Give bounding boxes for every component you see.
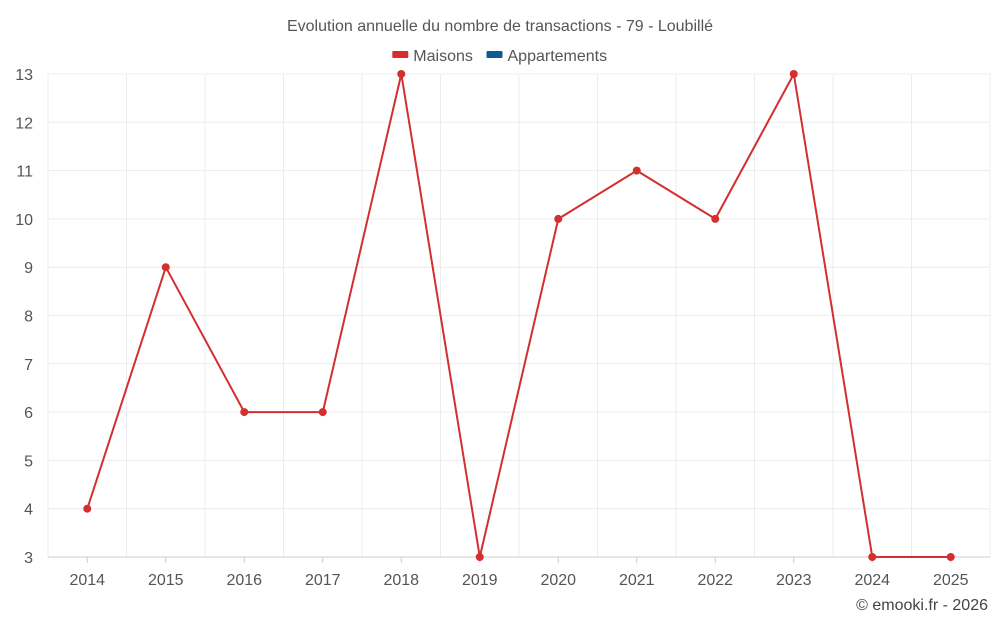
x-tick-label: 2019: [462, 572, 498, 589]
data-point: [318, 408, 327, 417]
grid: [47, 73, 991, 558]
data-point: [240, 408, 249, 417]
data-point: [554, 214, 563, 223]
x-tick-label: 2021: [619, 572, 655, 589]
x-tick-label: 2020: [540, 572, 576, 589]
y-tick-label: 11: [16, 164, 33, 181]
x-tick-label: 2016: [226, 572, 262, 589]
legend-label-maisons: Maisons: [413, 48, 473, 65]
series-line-maisons: [86, 73, 951, 558]
x-tick-label: 2024: [854, 572, 890, 589]
y-tick-label: 5: [24, 453, 33, 470]
legend-label-appartements: Appartements: [508, 48, 608, 65]
y-tick-label: 6: [24, 405, 33, 422]
data-point: [397, 70, 406, 78]
legend-swatch-appartements: [486, 51, 503, 58]
x-tick-label: 2014: [69, 572, 105, 589]
x-tick-label: 2015: [148, 572, 184, 589]
x-tick-label: 2018: [383, 572, 419, 589]
y-tick-label: 4: [24, 502, 33, 519]
y-tick-label: 12: [15, 115, 33, 132]
series-layer: [83, 70, 955, 561]
y-tick-label: 3: [24, 550, 33, 567]
y-tick-label: 13: [15, 67, 33, 84]
data-point: [475, 553, 484, 561]
chart-title: Evolution annuelle du nombre de transact…: [287, 18, 713, 35]
data-point: [711, 214, 720, 223]
data-point: [789, 70, 798, 78]
y-tick-label: 9: [24, 260, 33, 277]
credit-text: © emooki.fr - 2026: [856, 597, 988, 614]
x-tick-label: 2025: [933, 572, 969, 589]
axes: 3 4 5 6 7 8 9 10 11 12 13 2014 2015 2016 2017 2018 2019 2…: [15, 67, 990, 589]
legend: Maisons Appartements: [392, 48, 607, 65]
y-tick-label: 8: [24, 309, 33, 326]
x-tick-label: 2017: [305, 572, 341, 589]
x-tick-label: 2022: [697, 572, 733, 589]
data-point: [868, 553, 877, 561]
data-point: [632, 166, 641, 175]
legend-swatch-maisons: [392, 51, 409, 58]
data-point: [161, 263, 170, 272]
y-tick-label: 10: [15, 212, 33, 229]
y-tick-label: 7: [24, 357, 33, 374]
data-point: [946, 553, 955, 561]
x-tick-label: 2023: [776, 572, 812, 589]
data-point: [83, 504, 92, 513]
